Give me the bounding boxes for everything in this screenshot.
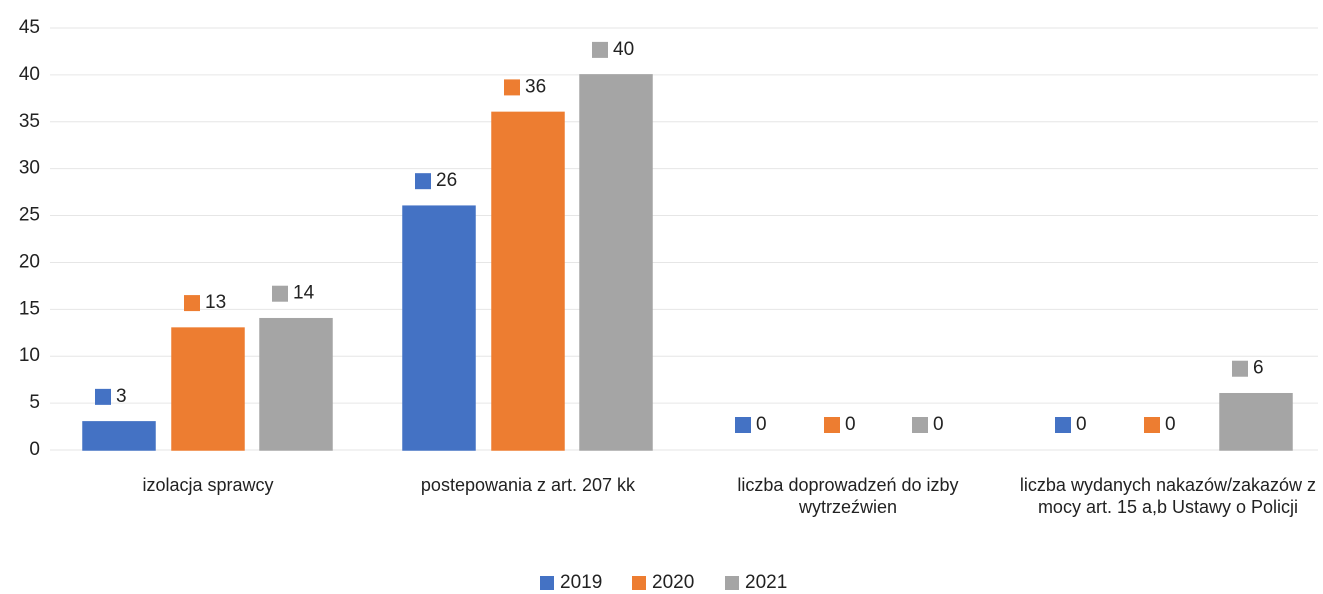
value-label-key: [415, 173, 431, 190]
x-tick-label: liczba wydanych nakazów/zakazów z mocy a…: [1019, 475, 1317, 517]
y-tick-label: 45: [19, 17, 40, 38]
value-label-key: [1055, 417, 1071, 433]
y-tick-label: 35: [19, 111, 40, 132]
y-tick-label: 5: [29, 392, 40, 413]
value-label-key: [912, 417, 928, 433]
legend-key: [540, 576, 554, 590]
value-label: 0: [1165, 414, 1176, 435]
bar: [82, 421, 156, 451]
value-label: 6: [1253, 358, 1264, 379]
y-tick-label: 15: [19, 298, 40, 319]
bar: [1219, 392, 1293, 451]
value-label: 36: [525, 76, 546, 97]
y-tick-label: 40: [19, 64, 40, 85]
value-label: 13: [205, 292, 226, 313]
y-tick-label: 10: [19, 345, 40, 366]
value-label: 3: [116, 386, 127, 407]
legend-label: 2020: [652, 572, 694, 593]
value-label-key: [1232, 360, 1248, 377]
value-label-key: [95, 388, 111, 405]
bar: [259, 317, 333, 451]
value-label-key: [592, 41, 608, 58]
x-tick-label: izolacja sprawcy: [142, 475, 274, 495]
y-tick-label: 0: [29, 439, 40, 460]
value-label-key: [272, 285, 288, 302]
value-label: 26: [436, 170, 457, 191]
x-tick-label: postepowania z art. 207 kk: [420, 475, 636, 495]
value-label: 14: [293, 283, 315, 304]
value-label: 0: [933, 414, 944, 435]
value-label: 40: [613, 39, 634, 60]
bar: [402, 205, 476, 451]
value-label: 0: [756, 414, 767, 435]
value-label-key: [504, 79, 520, 96]
y-tick-label: 30: [19, 158, 40, 179]
value-label-key: [824, 417, 840, 433]
y-tick-label: 25: [19, 205, 40, 226]
legend-key: [725, 576, 739, 590]
legend-label: 2019: [560, 572, 602, 593]
bar: [491, 111, 565, 451]
legend-label: 2021: [745, 572, 787, 593]
value-label: 0: [845, 414, 856, 435]
x-tick-label: liczba doprowadzeń do izby wytrzeźwien: [737, 475, 959, 517]
y-tick-label: 20: [19, 251, 40, 272]
value-label-key: [1144, 417, 1160, 433]
value-label: 0: [1076, 414, 1087, 435]
value-label-key: [184, 295, 200, 312]
value-label-key: [735, 417, 751, 433]
bar: [171, 327, 245, 451]
bar: [579, 74, 653, 451]
legend-key: [632, 576, 646, 590]
